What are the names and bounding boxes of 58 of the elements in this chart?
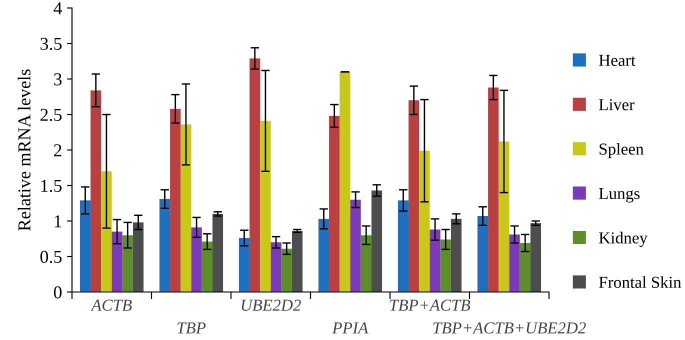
bar [520,243,530,292]
y-tick-label: 3.5 [40,38,62,50]
x-tick-label: PPIA [332,322,368,334]
bar [329,116,340,292]
bar [281,248,292,292]
bar [159,198,170,292]
y-tick-label: 4 [54,2,62,14]
bar [440,239,451,292]
legend-label: Lungs [599,188,640,203]
y-tick-label: 1.5 [41,180,62,192]
bar [530,223,542,292]
bar [408,100,420,292]
bar [419,150,430,292]
bar [488,88,499,292]
bar [180,124,192,292]
bar [212,214,224,292]
bar [398,200,409,292]
legend-label: Liver [599,99,634,110]
bar [250,58,260,292]
bar [101,171,112,292]
bar [202,242,212,292]
y-tick-label: 0.5 [40,250,62,264]
y-axis-title: Relative mRNA levels [18,69,30,231]
x-tick-label: TBP [178,322,206,334]
bar [270,242,282,292]
bar [340,72,350,292]
bar [191,227,202,292]
legend-label: Heart [599,54,636,66]
bar [122,235,133,292]
bar [170,108,181,292]
x-tick-label: ACTB [90,300,132,311]
bar [292,230,303,292]
bar [477,216,488,292]
y-tick-label: 2.5 [40,108,62,122]
bar [350,200,361,292]
legend-label: Kidney [599,232,648,247]
x-tick-label: TBP+ACTB+UBE2D2 [433,322,586,334]
bar [450,218,462,292]
y-tick-label: 2 [54,144,62,156]
legend-label: Frontal Skin [599,276,682,288]
bar [430,230,440,292]
bar [498,141,510,292]
bar [112,232,122,292]
legend-label: Spleen [600,142,644,158]
bar [90,90,102,292]
bar [318,218,330,292]
y-tick-label: 3 [54,73,62,86]
bar [360,235,372,292]
y-tick-label: 1 [54,215,62,228]
bar [238,238,250,292]
bar [371,190,382,292]
bar [132,222,144,292]
bar [80,200,91,292]
x-tick-label: UBE2D2 [242,300,301,311]
bar [260,120,271,292]
y-tick-label: 0 [54,286,62,298]
bar [509,234,520,292]
x-tick-label: TBP+ACTB [390,300,470,311]
